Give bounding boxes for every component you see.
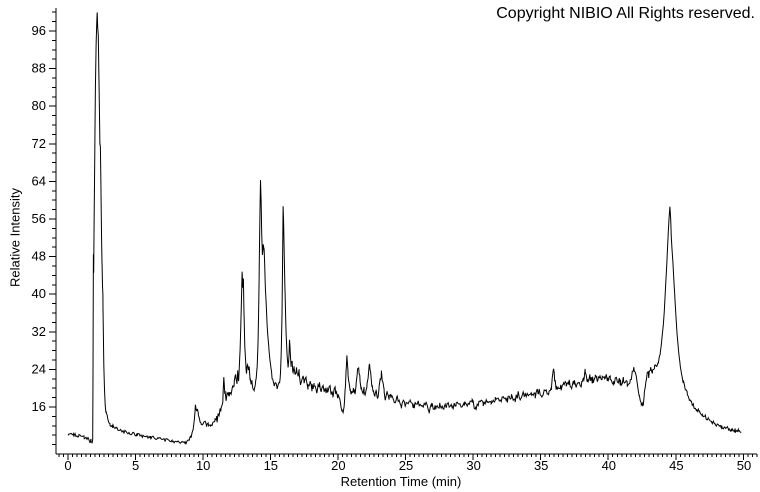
copyright-text: Copyright NIBIO All Rights reserved. bbox=[496, 5, 755, 22]
trace-line bbox=[67, 12, 742, 445]
y-axis-title: Relative Intensity bbox=[7, 188, 23, 287]
x-tick-label: 50 bbox=[737, 458, 751, 473]
x-tick-label: 5 bbox=[132, 458, 139, 473]
y-tick-label: 88 bbox=[32, 61, 46, 76]
x-tick-label: 30 bbox=[466, 458, 480, 473]
x-tick-label: 0 bbox=[64, 458, 71, 473]
y-tick-label: 40 bbox=[32, 286, 46, 301]
y-tick-label: 48 bbox=[32, 249, 46, 264]
axes bbox=[49, 8, 758, 460]
x-tick-label: 20 bbox=[331, 458, 345, 473]
x-tick-label: 10 bbox=[196, 458, 210, 473]
x-tick-label: 35 bbox=[534, 458, 548, 473]
x-tick-label: 40 bbox=[602, 458, 616, 473]
y-tick-label: 32 bbox=[32, 324, 46, 339]
x-tick-label: 25 bbox=[399, 458, 413, 473]
y-tick-label: 56 bbox=[32, 211, 46, 226]
y-tick-label: 96 bbox=[32, 23, 46, 38]
y-tick-label: 24 bbox=[32, 361, 46, 376]
tick-labels: 0 5 10 15 20 25 30 35 40 45 50 16 24 32 40 48 56 64 72 80 88… bbox=[32, 23, 752, 473]
y-tick-label: 80 bbox=[32, 98, 46, 113]
y-tick-label: 16 bbox=[32, 399, 46, 414]
y-tick-label: 72 bbox=[32, 136, 46, 151]
x-tick-label: 45 bbox=[669, 458, 683, 473]
x-axis-title: Retention Time (min) bbox=[340, 474, 462, 489]
x-tick-label: 15 bbox=[264, 458, 278, 473]
y-tick-label: 64 bbox=[32, 173, 46, 188]
